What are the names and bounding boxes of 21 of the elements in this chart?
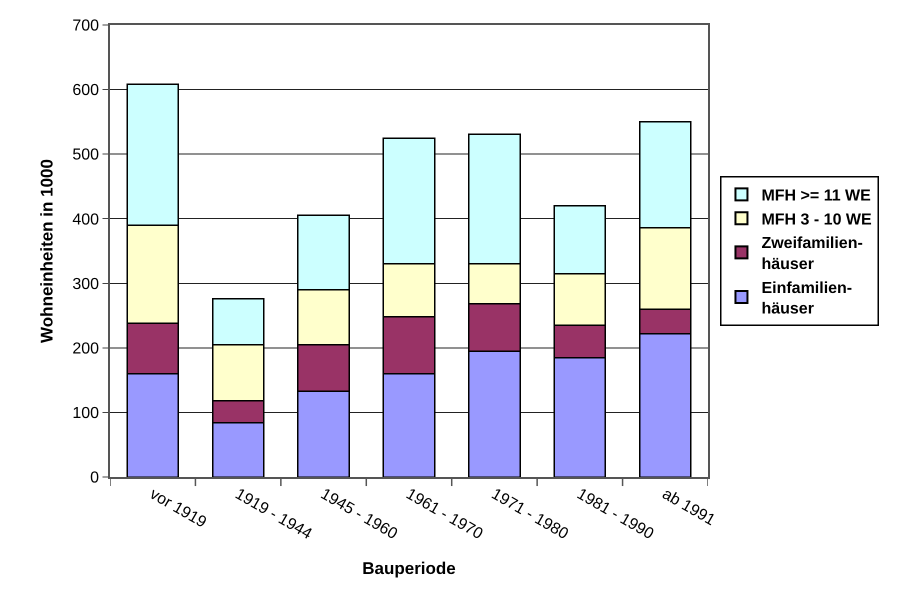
x-tick-label: 1961 - 1970 (403, 486, 486, 544)
y-tick-label: 500 (72, 146, 100, 164)
legend-label: Zweifamilien- häuser (761, 235, 863, 274)
y-tick-label: 200 (72, 340, 100, 358)
legend-label: MFH 3 - 10 WE (761, 211, 872, 228)
legend-label: Einfamilien- häuser (761, 280, 852, 318)
x-tick-label: 1971 - 1980 (488, 486, 571, 544)
y-tick-label: 300 (72, 276, 100, 293)
x-tick-label: 1945 - 1960 (318, 486, 400, 544)
y-tick-label: 400 (72, 211, 100, 228)
x-tick-label: vor 1919 (146, 486, 210, 532)
y-axis-title: Wohneinheiten in 1000 (37, 159, 56, 343)
x-tick-label: ab 1991 (659, 486, 718, 530)
x-axis-title: Bauperiode (362, 558, 456, 578)
legend-label: MFH >= 11 WE (761, 188, 872, 205)
y-tick-label: 700 (72, 18, 100, 35)
y-tick-label: 0 (90, 470, 100, 487)
y-tick-label: 600 (72, 82, 100, 100)
x-tick-label: 1919 - 1944 (232, 486, 315, 544)
y-tick-label: 100 (72, 405, 100, 422)
x-tick-label: 1981 - 1990 (574, 486, 656, 544)
